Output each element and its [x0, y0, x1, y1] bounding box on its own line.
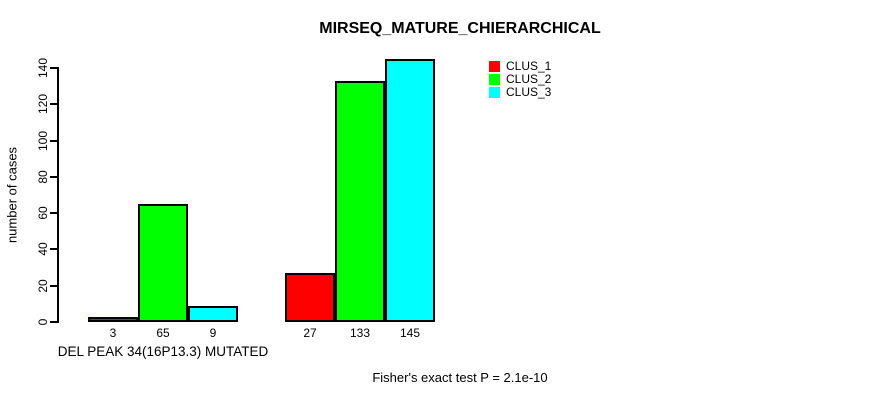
y-axis-tick-label: 60 — [36, 206, 50, 220]
y-axis-tick — [50, 212, 58, 215]
y-axis-tick — [50, 175, 58, 178]
legend-item-clus_3: CLUS_3 — [489, 85, 552, 99]
x-group-label: DEL PEAK 34(16P13.3) MUTATED — [57, 344, 269, 359]
legend-swatch-icon — [489, 74, 500, 85]
y-axis-tick-label: 120 — [36, 94, 50, 115]
y-axis-tick-label: 20 — [36, 279, 50, 293]
legend-swatch-icon — [489, 87, 500, 98]
legend: CLUS_1 CLUS_2 CLUS_3 — [489, 59, 552, 99]
bar-value-label: 27 — [303, 326, 317, 340]
bar-clus_3-group-1 — [188, 306, 238, 322]
y-axis-tick-label: 80 — [36, 170, 50, 184]
bar-clus_2-group-1 — [138, 204, 188, 322]
y-axis-tick-label: 140 — [36, 57, 50, 79]
bar-clus_1-group-1 — [88, 317, 138, 322]
chart-title: MIRSEQ_MATURE_CHIERARCHICAL — [319, 20, 601, 37]
legend-swatch-icon — [489, 61, 500, 72]
bar-clus_3-group-2 — [385, 59, 435, 322]
y-axis-tick — [50, 248, 58, 251]
y-axis-tick — [50, 103, 58, 106]
bar-value-label: 3 — [109, 326, 117, 340]
y-axis-tick-label: 40 — [36, 242, 50, 257]
fisher-test-annotation: Fisher's exact test P = 2.1e-10 — [372, 370, 548, 385]
y-axis-label: number of cases — [4, 146, 20, 244]
bar-value-label: 9 — [209, 326, 217, 340]
legend-label: CLUS_3 — [506, 85, 552, 99]
bar-value-label: 133 — [349, 326, 371, 340]
y-axis-tick-label: 100 — [36, 130, 50, 151]
bar-value-label: 65 — [156, 326, 170, 340]
legend-item-clus_1: CLUS_1 — [489, 59, 552, 73]
legend-label: CLUS_2 — [506, 72, 552, 86]
y-axis-line — [57, 67, 59, 323]
y-axis-tick — [50, 139, 58, 142]
bar-clus_2-group-2 — [335, 81, 385, 322]
legend-item-clus_2: CLUS_2 — [489, 72, 552, 86]
legend-label: CLUS_1 — [506, 59, 552, 73]
bar-clus_1-group-2 — [285, 273, 335, 322]
bar-value-label: 145 — [399, 326, 421, 340]
y-axis-tick — [50, 67, 58, 69]
y-axis-tick — [50, 321, 58, 323]
y-axis-tick — [50, 284, 58, 287]
y-axis-tick-label: 0 — [36, 318, 50, 326]
